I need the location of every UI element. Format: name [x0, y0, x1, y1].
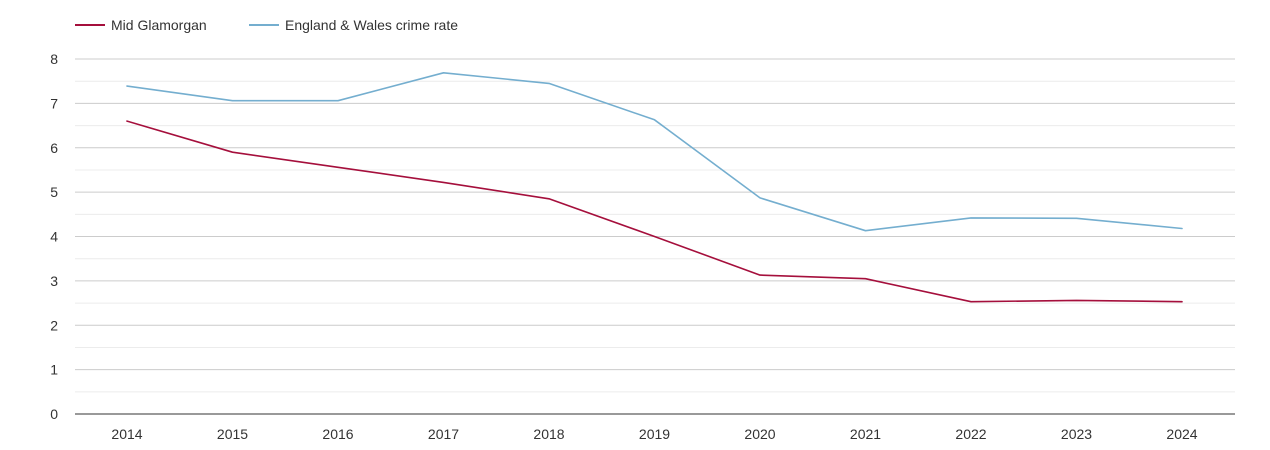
series-line-mid-glamorgan [126, 120, 1183, 303]
y-tick-label: 7 [50, 95, 58, 111]
x-tick-label: 2017 [428, 426, 459, 442]
legend: Mid Glamorgan England & Wales crime rate [75, 17, 458, 33]
axes: 0 1 2 3 4 5 6 7 8 2014 2015 2016 2017 2018 2019 2020 202… [50, 51, 1235, 442]
y-tick-label: 4 [50, 229, 58, 245]
y-tick-label: 1 [50, 362, 58, 378]
x-tick-label: 2022 [955, 426, 986, 442]
y-tick-label: 5 [50, 184, 58, 200]
x-tick-label: 2024 [1166, 426, 1197, 442]
y-tick-label: 8 [50, 51, 58, 67]
x-tick-label: 2018 [533, 426, 564, 442]
x-tick-label: 2023 [1061, 426, 1092, 442]
x-tick-label: 2016 [322, 426, 353, 442]
y-tick-label: 2 [50, 317, 58, 333]
legend-item-england-wales-label: England & Wales crime rate [285, 17, 458, 33]
y-tick-label: 0 [50, 406, 58, 422]
x-tick-label: 2019 [639, 426, 670, 442]
y-tick-label: 6 [50, 140, 58, 156]
legend-item-mid-glamorgan-label: Mid Glamorgan [111, 17, 207, 33]
series-lines [126, 72, 1183, 303]
x-tick-label: 2021 [850, 426, 881, 442]
series-line-england-wales [126, 72, 1183, 232]
x-tick-label: 2020 [744, 426, 775, 442]
x-tick-label: 2015 [217, 426, 248, 442]
y-tick-label: 3 [50, 273, 58, 289]
gridlines [75, 58, 1235, 393]
x-tick-label: 2014 [111, 426, 142, 442]
